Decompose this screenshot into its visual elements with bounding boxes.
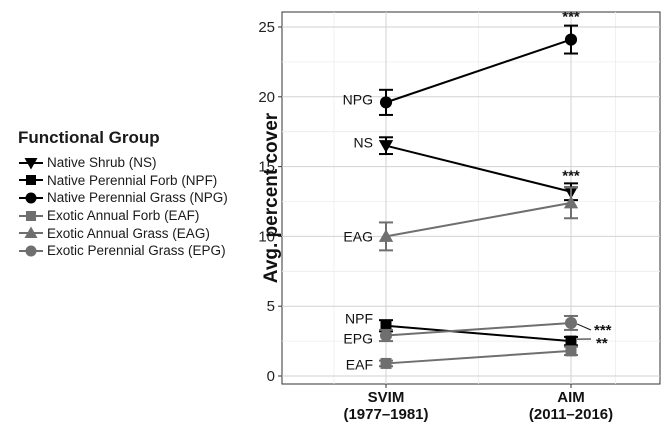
point-label: NPG: [343, 91, 373, 107]
legend-key-marker: [26, 210, 36, 221]
x-tick-label-period: (1977–1981): [343, 406, 428, 423]
significance-leader: [576, 323, 592, 331]
legend-item: Exotic Annual Grass (EAG): [18, 224, 228, 242]
legend-key-marker: [24, 157, 38, 170]
y-axis: 0 5 10 15 20 25: [258, 19, 282, 385]
significance-label: ***: [562, 167, 580, 184]
data-point: [564, 33, 578, 46]
legend-item-label: Native Perennial Grass (NPG): [47, 190, 228, 206]
legend-item: Native Perennial Grass (NPG): [18, 189, 228, 207]
y-tick-label: 10: [258, 228, 275, 245]
y-tick-label: 5: [267, 298, 275, 315]
point-label: EAG: [343, 228, 373, 244]
legend-item: Exotic Annual Forb (EAF): [18, 207, 228, 225]
data-point: [564, 316, 578, 330]
data-point: [379, 96, 393, 109]
data-point: [380, 357, 392, 369]
data-point: [379, 329, 393, 342]
data-point: [378, 229, 394, 242]
grid: [282, 12, 660, 384]
legend-item-label: Native Perennial Forb (NPF): [47, 172, 218, 188]
legend-key-triangle-up-icon: [19, 226, 43, 239]
legend-item-label: Exotic Perennial Grass (EPG): [47, 243, 226, 259]
legend-key-marker: [25, 192, 37, 204]
point-label: NS: [354, 135, 373, 151]
y-tick-label: 0: [267, 368, 275, 385]
legend-title: Functional Group: [18, 128, 160, 147]
point-label: EAF: [346, 356, 373, 372]
data-point: [380, 320, 392, 332]
legend-item: Native Perennial Forb (NPF): [18, 172, 228, 190]
x-tick-label-period: (2011–2016): [529, 406, 613, 423]
point-label: NPF: [345, 311, 373, 327]
data-point: [565, 335, 577, 347]
y-tick-label: 25: [258, 19, 275, 36]
significance-label: ***: [562, 9, 580, 26]
legend-key-circle-icon: [19, 245, 43, 257]
series-eag: EAG: [343, 186, 579, 252]
x-axis: SVIM(1977–1981) AIM(2011–2016): [343, 384, 613, 423]
series-line: [385, 324, 572, 343]
significance-label: **: [596, 335, 608, 352]
legend-key-marker: [24, 226, 38, 239]
legend-item-label: Exotic Annual Grass (EAG): [47, 225, 210, 241]
legend-item-label: Exotic Annual Forb (EAF): [47, 208, 200, 224]
series-npf: NPF: [345, 311, 578, 347]
series-eaf: EAF: [346, 345, 578, 372]
series-line: [385, 38, 572, 104]
legend-key-marker: [25, 245, 37, 257]
x-tick-label: SVIM: [368, 389, 405, 406]
y-tick-label: 20: [258, 89, 275, 106]
legend-key-square-icon: [19, 210, 43, 221]
legend: Functional Group Native Shrub (NS) Native…: [18, 128, 228, 260]
x-tick-label: AIM: [557, 389, 585, 406]
point-label: EPG: [343, 331, 373, 347]
legend-item: Exotic Perennial Grass (EPG): [18, 242, 228, 260]
series-npg: NPG: [343, 24, 578, 116]
series-epg: EPG: [343, 314, 578, 347]
series-line: [385, 201, 572, 238]
data-point: [565, 345, 577, 357]
series-line: [385, 321, 572, 337]
legend-key-circle-icon: [19, 192, 43, 204]
legend-item-label: Native Shrub (NS): [47, 155, 157, 171]
data-point: [563, 195, 579, 209]
series-line: [385, 144, 572, 193]
significance-label: ***: [594, 322, 612, 339]
series-line: [385, 349, 572, 365]
data-point: [378, 140, 394, 153]
legend-key-marker: [26, 175, 36, 186]
legend-item: Native Shrub (NS): [18, 154, 228, 172]
legend-key-triangle-down-icon: [19, 157, 43, 170]
legend-key-square-icon: [19, 175, 43, 186]
y-tick-label: 15: [258, 159, 275, 176]
y-axis-title: Avg. percent cover: [261, 112, 282, 283]
